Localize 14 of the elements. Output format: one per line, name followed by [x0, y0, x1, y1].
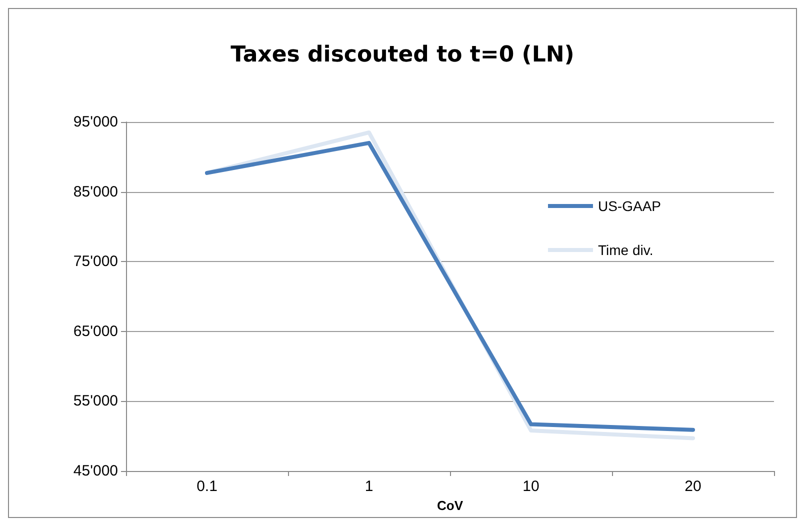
x-tick-label: 10 — [522, 478, 540, 495]
legend-label: Time div. — [598, 242, 654, 258]
y-tick-label: 75'000 — [73, 253, 118, 270]
chart-title: Taxes discouted to t=0 (LN) — [230, 42, 574, 68]
x-tick-label: 0.1 — [196, 478, 218, 495]
y-tick-label: 55'000 — [73, 392, 118, 410]
y-tick-label: 65'000 — [73, 322, 118, 340]
y-tick-label: 95'000 — [73, 114, 118, 130]
x-axis-title: CoV — [437, 498, 464, 513]
y-tick-label: 85'000 — [73, 183, 118, 200]
x-tick-label: 1 — [364, 478, 374, 495]
y-tick-label: 45'000 — [73, 462, 118, 480]
x-tick-label: 20 — [684, 478, 702, 495]
legend-label: US-GAAP — [598, 198, 661, 214]
